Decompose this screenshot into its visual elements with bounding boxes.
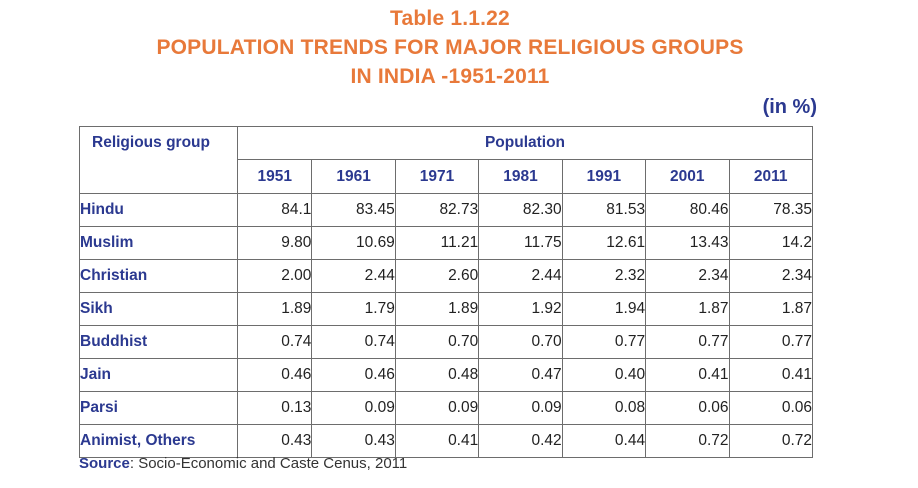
year-header-1981: 1981 — [478, 159, 563, 194]
population-value: 80.46 — [645, 193, 730, 227]
population-value: 1.89 — [394, 292, 480, 326]
population-value: 83.45 — [311, 193, 396, 227]
table-row: Sikh 1.89 1.79 1.89 1.92 1.94 1.87 1.87 — [79, 292, 813, 326]
year-header-2011: 2011 — [728, 159, 813, 194]
population-value: 14.2 — [728, 226, 813, 260]
population-value: 2.60 — [394, 259, 480, 293]
table-row: Muslim 9.80 10.69 11.21 11.75 12.61 13.43 14.2 — [79, 226, 813, 260]
population-value: 0.06 — [728, 391, 813, 425]
source-note: Source: Socio-Economic and Caste Cenus, … — [79, 455, 407, 472]
religious-group-name: Hindu — [79, 193, 238, 227]
table-row: Christian 2.00 2.44 2.60 2.44 2.32 2.34 2.34 — [79, 259, 813, 293]
title-line-1: Table 1.1.22 — [390, 7, 510, 30]
population-value: 2.32 — [561, 259, 647, 293]
population-value: 0.72 — [728, 424, 813, 458]
population-value: 1.87 — [645, 292, 730, 326]
header-row-main: Religious group Population — [79, 126, 813, 194]
population-value: 0.77 — [728, 325, 813, 359]
population-value: 0.44 — [561, 424, 647, 458]
population-value: 0.13 — [236, 391, 313, 425]
year-header-2001: 2001 — [645, 159, 730, 194]
header-row-years: 1951 1961 1971 1981 1991 2001 2011 — [80, 159, 813, 194]
source-text: : Socio-Economic and Caste Cenus, 2011 — [129, 455, 408, 472]
year-header-1971: 1971 — [394, 159, 480, 194]
population-value: 2.44 — [478, 259, 563, 293]
population-value: 0.09 — [394, 391, 480, 425]
population-value: 0.77 — [561, 325, 647, 359]
population-value: 11.21 — [394, 226, 480, 260]
population-value: 0.46 — [311, 358, 396, 392]
table-row: Buddhist 0.74 0.74 0.70 0.70 0.77 0.77 0.77 — [79, 325, 813, 359]
population-value: 0.74 — [311, 325, 396, 359]
population-value: 78.35 — [728, 193, 813, 227]
title-line-2: POPULATION TRENDS FOR MAJOR RELIGIOUS GR… — [156, 36, 744, 59]
population-value: 0.77 — [645, 325, 730, 359]
population-table: Religious group Population 1951 1961 1971 1… — [79, 126, 813, 458]
population-value: 1.92 — [478, 292, 563, 326]
unit-label: (in %) — [762, 96, 817, 118]
population-value: 0.74 — [236, 325, 313, 359]
population-value: 1.89 — [236, 292, 313, 326]
population-value: 0.06 — [645, 391, 730, 425]
population-value: 1.79 — [311, 292, 396, 326]
population-value: 0.09 — [311, 391, 396, 425]
religious-group-name: Parsi — [79, 391, 238, 425]
religious-group-name: Buddhist — [79, 325, 238, 359]
population-value: 2.44 — [311, 259, 396, 293]
table-row: Jain 0.46 0.46 0.48 0.47 0.40 0.41 0.41 — [79, 358, 813, 392]
religious-group-header: Religious group — [79, 126, 238, 194]
population-value: 1.94 — [561, 292, 647, 326]
population-value: 0.09 — [478, 391, 563, 425]
religious-group-name: Animist, Others — [79, 424, 238, 458]
population-value: 2.34 — [728, 259, 813, 293]
table-row: Hindu 84.1 83.45 82.73 82.30 81.53 80.46 78.35 — [79, 193, 813, 227]
population-value: 84.1 — [236, 193, 313, 227]
year-header-1951: 1951 — [236, 159, 313, 194]
religious-group-name: Muslim — [79, 226, 238, 260]
population-value: 0.43 — [236, 424, 313, 458]
population-value: 0.47 — [478, 358, 563, 392]
population-value: 1.87 — [728, 292, 813, 326]
population-value: 0.72 — [645, 424, 730, 458]
table-row: Animist, Others 0.43 0.43 0.41 0.42 0.44 0.72 0… — [79, 424, 813, 458]
population-value: 0.70 — [478, 325, 563, 359]
population-value: 0.08 — [561, 391, 647, 425]
population-value: 0.41 — [645, 358, 730, 392]
population-value: 12.61 — [561, 226, 647, 260]
population-value: 0.43 — [311, 424, 396, 458]
year-header-1991: 1991 — [561, 159, 647, 194]
population-value: 82.30 — [478, 193, 563, 227]
population-value: 0.41 — [394, 424, 480, 458]
population-value: 0.41 — [728, 358, 813, 392]
population-value: 2.00 — [236, 259, 313, 293]
population-value: 10.69 — [311, 226, 396, 260]
population-value: 11.75 — [478, 226, 563, 260]
religious-group-name: Sikh — [79, 292, 238, 326]
table-title: Table 1.1.22 POPULATION TRENDS FOR MAJOR… — [0, 4, 900, 91]
population-value: 0.46 — [236, 358, 313, 392]
population-value: 13.43 — [645, 226, 730, 260]
title-line-3: IN INDIA -1951-2011 — [350, 65, 550, 88]
population-value: 81.53 — [561, 193, 647, 227]
population-value: 0.48 — [394, 358, 480, 392]
population-value: 2.34 — [645, 259, 730, 293]
population-header: Population — [237, 126, 813, 160]
religious-group-name: Jain — [79, 358, 238, 392]
population-value: 82.73 — [394, 193, 480, 227]
religious-group-name: Christian — [79, 259, 238, 293]
population-value: 9.80 — [236, 226, 313, 260]
source-label: Source — [79, 455, 130, 472]
year-header-1961: 1961 — [311, 159, 396, 194]
table-row: Parsi 0.13 0.09 0.09 0.09 0.08 0.06 0.06 — [79, 391, 813, 425]
population-value: 0.42 — [478, 424, 563, 458]
population-value: 0.40 — [561, 358, 647, 392]
population-value: 0.70 — [394, 325, 480, 359]
